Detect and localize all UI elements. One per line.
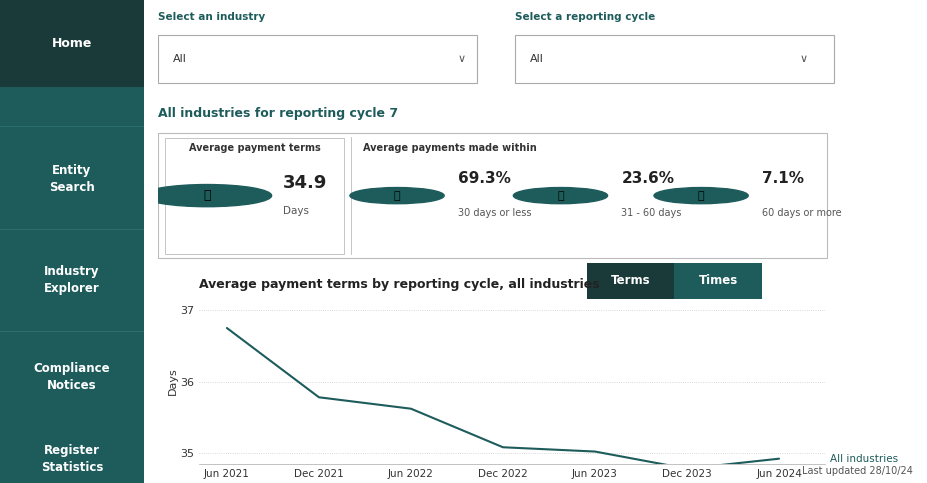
Text: 📄: 📄 [557,191,564,200]
Text: 69.3%: 69.3% [458,171,511,186]
Circle shape [654,187,748,204]
Text: All industries: All industries [830,454,897,464]
Text: All industries for reporting cycle 7: All industries for reporting cycle 7 [158,107,398,120]
Text: ∨: ∨ [457,54,465,64]
Text: 34.9: 34.9 [283,173,327,192]
Text: 📄: 📄 [698,191,705,200]
Text: 23.6%: 23.6% [621,171,674,186]
Text: Select an industry: Select an industry [158,12,265,22]
FancyBboxPatch shape [0,0,144,87]
Text: 30 days or less: 30 days or less [458,208,531,217]
Circle shape [143,185,272,207]
Text: Entity
Search: Entity Search [49,164,95,194]
Text: Average payment terms by reporting cycle, all industries: Average payment terms by reporting cycle… [199,278,600,291]
Circle shape [349,187,444,204]
FancyBboxPatch shape [0,0,144,483]
Y-axis label: Days: Days [168,368,178,396]
Text: Days: Days [283,206,309,216]
Text: Last updated 28/10/24: Last updated 28/10/24 [802,466,913,476]
Text: Times: Times [699,274,738,287]
Text: 60 days or more: 60 days or more [762,208,842,217]
Text: Average payment terms: Average payment terms [189,143,321,154]
FancyBboxPatch shape [514,35,834,83]
Text: 📄: 📄 [203,189,210,202]
Text: 7.1%: 7.1% [762,171,804,186]
Text: Average payments made within: Average payments made within [362,143,537,154]
Text: Register
Statistics: Register Statistics [41,444,103,474]
Circle shape [514,187,607,204]
Text: 31 - 60 days: 31 - 60 days [621,208,681,217]
FancyBboxPatch shape [158,133,827,258]
Text: Compliance
Notices: Compliance Notices [33,362,110,392]
Text: ∨: ∨ [799,54,807,64]
Text: Terms: Terms [611,274,651,287]
Text: All: All [530,54,544,64]
FancyBboxPatch shape [675,263,762,300]
FancyBboxPatch shape [165,138,344,254]
Text: Select a reporting cycle: Select a reporting cycle [514,12,655,22]
Text: 📄: 📄 [394,191,400,200]
FancyBboxPatch shape [158,35,476,83]
Text: Home: Home [52,37,92,50]
Text: Industry
Explorer: Industry Explorer [44,265,100,295]
FancyBboxPatch shape [587,263,675,300]
Text: All: All [172,54,186,64]
